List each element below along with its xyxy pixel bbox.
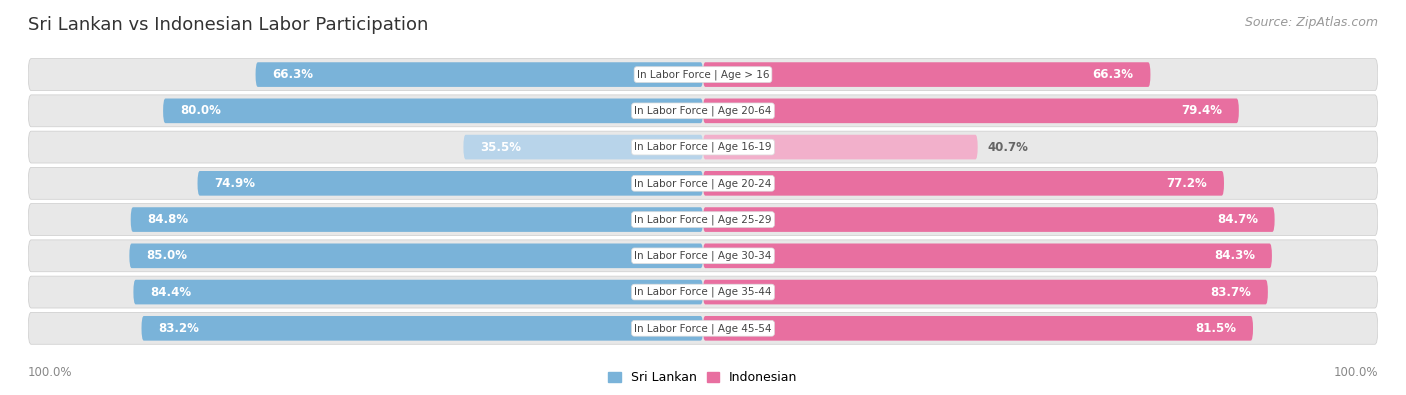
Text: 35.5%: 35.5% — [481, 141, 522, 154]
FancyBboxPatch shape — [28, 131, 1378, 163]
Text: In Labor Force | Age 45-54: In Labor Force | Age 45-54 — [634, 323, 772, 333]
Legend: Sri Lankan, Indonesian: Sri Lankan, Indonesian — [603, 366, 803, 389]
Text: In Labor Force | Age 30-34: In Labor Force | Age 30-34 — [634, 250, 772, 261]
Text: 79.4%: 79.4% — [1181, 104, 1222, 117]
FancyBboxPatch shape — [28, 276, 1378, 308]
FancyBboxPatch shape — [703, 62, 1150, 87]
Text: 81.5%: 81.5% — [1195, 322, 1236, 335]
Text: In Labor Force | Age 20-24: In Labor Force | Age 20-24 — [634, 178, 772, 188]
Text: 80.0%: 80.0% — [180, 104, 221, 117]
Text: 84.8%: 84.8% — [148, 213, 188, 226]
Text: 83.2%: 83.2% — [159, 322, 200, 335]
FancyBboxPatch shape — [703, 171, 1225, 196]
Text: 74.9%: 74.9% — [214, 177, 256, 190]
Text: In Labor Force | Age > 16: In Labor Force | Age > 16 — [637, 70, 769, 80]
Text: 84.3%: 84.3% — [1213, 249, 1256, 262]
FancyBboxPatch shape — [131, 207, 703, 232]
Text: In Labor Force | Age 35-44: In Labor Force | Age 35-44 — [634, 287, 772, 297]
FancyBboxPatch shape — [256, 62, 703, 87]
FancyBboxPatch shape — [28, 167, 1378, 199]
Text: Source: ZipAtlas.com: Source: ZipAtlas.com — [1244, 16, 1378, 29]
FancyBboxPatch shape — [28, 312, 1378, 344]
FancyBboxPatch shape — [28, 204, 1378, 235]
Text: 84.4%: 84.4% — [150, 286, 191, 299]
FancyBboxPatch shape — [464, 135, 703, 160]
FancyBboxPatch shape — [197, 171, 703, 196]
FancyBboxPatch shape — [142, 316, 703, 340]
Text: In Labor Force | Age 16-19: In Labor Force | Age 16-19 — [634, 142, 772, 152]
FancyBboxPatch shape — [28, 240, 1378, 272]
FancyBboxPatch shape — [163, 98, 703, 123]
Text: Sri Lankan vs Indonesian Labor Participation: Sri Lankan vs Indonesian Labor Participa… — [28, 16, 429, 34]
Text: 100.0%: 100.0% — [1333, 366, 1378, 379]
FancyBboxPatch shape — [129, 243, 703, 268]
Text: 83.7%: 83.7% — [1211, 286, 1251, 299]
Text: 66.3%: 66.3% — [1092, 68, 1133, 81]
Text: 66.3%: 66.3% — [273, 68, 314, 81]
Text: 84.7%: 84.7% — [1216, 213, 1258, 226]
FancyBboxPatch shape — [28, 95, 1378, 127]
FancyBboxPatch shape — [703, 207, 1275, 232]
Text: In Labor Force | Age 20-64: In Labor Force | Age 20-64 — [634, 105, 772, 116]
Text: In Labor Force | Age 25-29: In Labor Force | Age 25-29 — [634, 214, 772, 225]
Text: 77.2%: 77.2% — [1167, 177, 1208, 190]
FancyBboxPatch shape — [28, 58, 1378, 90]
Text: 100.0%: 100.0% — [28, 366, 73, 379]
FancyBboxPatch shape — [703, 316, 1253, 340]
FancyBboxPatch shape — [703, 135, 977, 160]
FancyBboxPatch shape — [703, 243, 1272, 268]
Text: 40.7%: 40.7% — [988, 141, 1029, 154]
FancyBboxPatch shape — [703, 98, 1239, 123]
Text: 85.0%: 85.0% — [146, 249, 187, 262]
FancyBboxPatch shape — [134, 280, 703, 305]
FancyBboxPatch shape — [703, 280, 1268, 305]
